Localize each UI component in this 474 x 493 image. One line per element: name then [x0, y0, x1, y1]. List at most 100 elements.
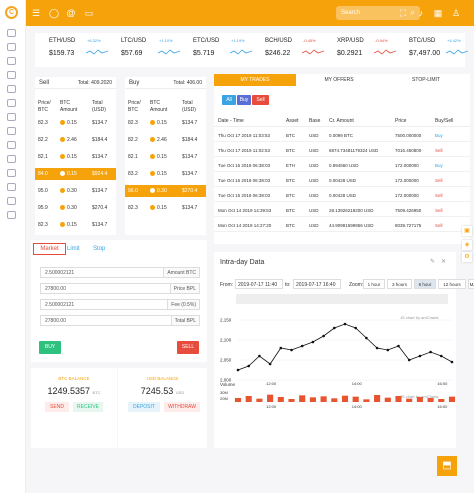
trade-row[interactable]: Thu Oct 17 2019 11:02:53 BTC USD 6874.73481…	[214, 144, 470, 157]
order-field[interactable]: 2.500002121 Fee (0.5%)	[40, 299, 200, 310]
order-field[interactable]: 27800.00 Total BPL	[40, 315, 200, 326]
gear-float-icon[interactable]: ⚙	[462, 252, 472, 262]
withdraw-button[interactable]: WITHDRAW	[164, 402, 200, 412]
sell-order-row[interactable]: 82.2 2.46 $184.4	[35, 134, 116, 146]
trade-cell: 7500.000000	[395, 133, 422, 138]
zoom-button[interactable]: 1 hour	[363, 279, 385, 289]
ticker-item[interactable]: BCH/USD -0.45% $246.22	[265, 38, 325, 57]
scrollbar[interactable]	[236, 294, 448, 304]
edit-icon[interactable]	[7, 127, 16, 135]
price-point	[322, 334, 325, 338]
buy-order-row[interactable]: 82.1 0.15 $134.7	[125, 151, 206, 163]
ticker-item[interactable]: LTC/USD +1.10% $57.69	[121, 38, 181, 57]
dollar-icon[interactable]	[7, 85, 16, 93]
tab-market[interactable]: Market	[33, 243, 66, 255]
app-logo[interactable]: C	[5, 6, 18, 19]
buy-title: Buy	[129, 80, 140, 86]
sell-order-row[interactable]: 82.1 0.15 $134.7	[35, 151, 116, 163]
zoom-button[interactable]: MAX	[468, 279, 474, 289]
sell-order-row[interactable]: 82.3 0.15 $134.7	[35, 117, 116, 129]
buy-order-row[interactable]: 82.3 0.15 $134.7	[125, 202, 206, 214]
tab-limit[interactable]: Limit	[67, 246, 80, 252]
calendar-icon[interactable]: ▦	[433, 8, 443, 18]
tab-my-offers[interactable]: MY OFFERS	[324, 77, 354, 83]
volume-bar	[406, 398, 413, 402]
zoom-button[interactable]: 6 hour	[414, 279, 436, 289]
to-label: to:	[285, 282, 291, 288]
chart-icon[interactable]	[7, 43, 16, 51]
user-icon[interactable]	[7, 183, 16, 191]
at-icon[interactable]: @	[66, 8, 76, 18]
sell-order-row[interactable]: 84.0 0.15 $924.4	[35, 168, 116, 180]
info-icon[interactable]	[7, 169, 16, 177]
order-field[interactable]: 2.500002121 Amount BTC	[40, 267, 200, 278]
fullscreen-icon[interactable]: ⛶	[399, 8, 407, 18]
buy-button[interactable]: BUY	[39, 341, 61, 354]
price-point	[375, 346, 379, 350]
menu-icon[interactable]: ☰	[31, 8, 41, 18]
field-unit: Amount BTC	[163, 268, 199, 277]
edit-icon[interactable]: ✎	[430, 259, 436, 265]
buy-order-row[interactable]: 96.0 0.30 $270.4	[125, 185, 206, 197]
clipboard-icon[interactable]: ▭	[84, 8, 94, 18]
user-icon[interactable]: ♙	[451, 8, 461, 18]
order-field[interactable]: 27800.00 Price BPL	[40, 283, 200, 294]
refresh-icon[interactable]	[7, 57, 16, 65]
sell-total: Total: 409.2020	[77, 80, 112, 86]
search-icon[interactable]: ⌕	[410, 8, 415, 17]
trade-row[interactable]: Mon Oct 14 2019 14:27:20 BTC USD 44.9099159…	[214, 219, 470, 232]
x-tick-label: 12:00	[266, 381, 277, 386]
settings-float-icon[interactable]: ▣	[462, 226, 472, 236]
trade-row[interactable]: Tue Oct 15 2019 06:38:03 BTC USD 0.00428 US…	[214, 189, 470, 202]
trade-row[interactable]: Tue Oct 15 2019 06:38:03 ETH USD 0.994560 U…	[214, 159, 470, 172]
buy-order-row[interactable]: 83.2 0.15 $134.7	[125, 168, 206, 180]
ticker-item[interactable]: ETH/USD +6.32% $159.73	[49, 38, 109, 57]
ticker-item[interactable]: BTC/USD +4.42% $7,497.00	[409, 38, 469, 57]
palette-float-icon[interactable]: ◈	[462, 240, 472, 250]
ticker-item[interactable]: ETC/USD +1.19% $5.719	[193, 38, 253, 57]
trade-row[interactable]: Thu Oct 17 2019 11:03:53 BTC USD 0.0099 BTC…	[214, 129, 470, 142]
chat-icon[interactable]: ◯	[49, 8, 60, 18]
tab-stop-limit[interactable]: STOP-LIMIT	[412, 77, 440, 83]
sell-order-row[interactable]: 95.9 0.30 $270.4	[35, 202, 116, 214]
bell-icon[interactable]: ♪	[418, 8, 424, 18]
trade-row[interactable]: Tue Oct 15 2019 06:38:03 BTC USD 0.00428 US…	[214, 174, 470, 187]
filter-buy-button[interactable]: Buy	[237, 95, 251, 105]
deposit-button[interactable]: DEPOSIT	[128, 402, 160, 412]
tab-my-trades[interactable]: MY TRADES	[214, 74, 296, 86]
wallet-icon[interactable]	[7, 29, 16, 37]
btc-coin-icon	[60, 120, 65, 126]
send-button[interactable]: SEND	[45, 402, 69, 412]
gear-icon[interactable]	[7, 141, 16, 149]
filter-all-button[interactable]: All	[222, 95, 236, 105]
users-icon[interactable]	[7, 71, 16, 79]
filter-sell-button[interactable]: Sell	[252, 95, 269, 105]
from-input[interactable]: 2019-07-17 11:40	[235, 279, 283, 289]
briefcase-icon[interactable]	[7, 113, 16, 121]
to-input[interactable]: 2019-07-17 16:40	[293, 279, 341, 289]
lock2-icon[interactable]	[7, 211, 16, 219]
search-input[interactable]: Search ⌕	[336, 6, 420, 20]
sell-order-row[interactable]: 82.3 0.15 $134.7	[35, 219, 116, 231]
lock-icon[interactable]	[7, 155, 16, 163]
trade-cell: Sell	[435, 178, 443, 183]
zoom-button[interactable]: 12 hours	[438, 279, 466, 289]
zoom-button[interactable]: 3 hours	[387, 279, 412, 289]
tab-stop[interactable]: Stop	[93, 246, 106, 252]
buy-orders-panel: Buy Total: 406.00 Price/ BTC BTC Amount T…	[125, 77, 206, 235]
volume-tick-label: 20M	[220, 396, 228, 401]
price-point	[247, 364, 250, 368]
book-icon[interactable]	[7, 99, 16, 107]
trade-cell: USD	[309, 148, 319, 153]
scroll-top-button[interactable]: ⬒	[437, 456, 457, 476]
receive-button[interactable]: RECEIVE	[73, 402, 103, 412]
star-icon[interactable]	[7, 197, 16, 205]
buy-order-row[interactable]: 82.3 0.15 $134.7	[125, 117, 206, 129]
sell-order-row[interactable]: 95.0 0.30 $134.7	[35, 185, 116, 197]
sell-button[interactable]: SELL	[177, 341, 199, 354]
buy-order-row[interactable]: 82.2 2.46 $184.4	[125, 134, 206, 146]
ticker-item[interactable]: XRP/USD -0.94% $0.2921	[337, 38, 397, 57]
close-icon[interactable]: ✕	[441, 259, 447, 265]
trade-row[interactable]: Mon Oct 14 2019 14:39:53 BTC USD 28.1392621…	[214, 204, 470, 217]
